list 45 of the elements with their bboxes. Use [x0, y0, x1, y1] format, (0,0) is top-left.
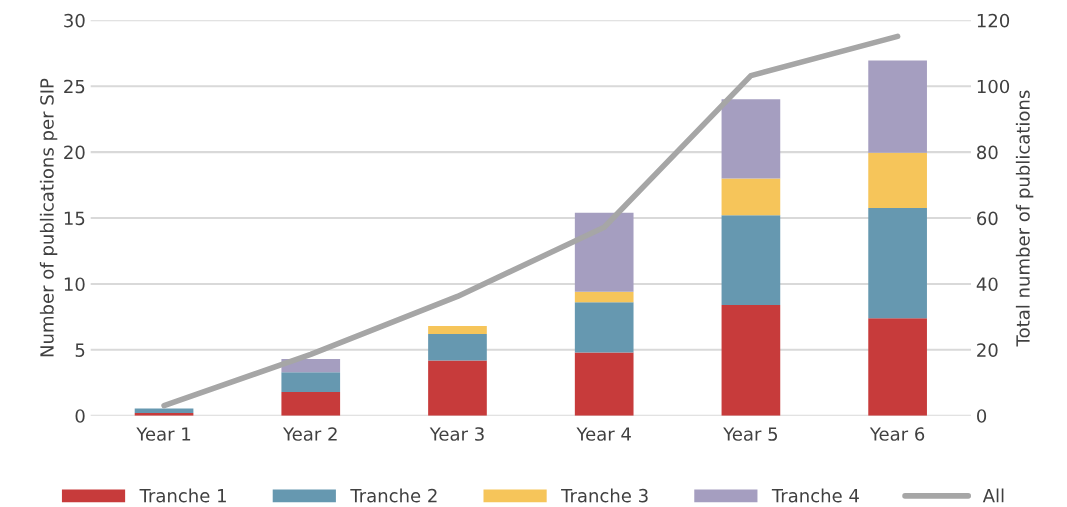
- y-tick-label: 25: [64, 79, 85, 94]
- bar: [428, 326, 487, 335]
- y-tick-label: 5: [75, 343, 85, 357]
- x-tick-label: Year 2: [283, 427, 337, 441]
- legend-label: Tranche 2: [350, 488, 437, 503]
- bar: [721, 305, 781, 416]
- y-tick-label: 30: [64, 13, 85, 28]
- legend-label: Tranche 3: [561, 488, 648, 503]
- x-tick-label: Year 6: [869, 427, 925, 441]
- y2-tick-label: 120: [977, 13, 1010, 28]
- x-tick-label: Year 5: [723, 427, 778, 441]
- y-tick-label: 20: [64, 145, 85, 160]
- bar: [868, 60, 927, 153]
- bar: [428, 334, 487, 361]
- legend-label: Tranche 4: [771, 488, 859, 503]
- bar: [721, 215, 781, 306]
- bar: [574, 291, 634, 303]
- y2-tick-label: 80: [977, 145, 998, 160]
- y-tick-label: 10: [64, 277, 85, 292]
- x-tick-label: Year 4: [576, 427, 631, 441]
- bar: [868, 152, 927, 209]
- x-tick-label: Year 3: [429, 427, 484, 441]
- bar: [721, 99, 781, 179]
- y-tick-label: 0: [75, 409, 85, 423]
- bar: [574, 302, 634, 353]
- y2-tick-label: 40: [976, 277, 998, 292]
- y2-axis-title: Total number of publications: [1015, 90, 1034, 347]
- bar: [868, 208, 927, 319]
- y2-tick-label: 0: [977, 409, 987, 423]
- y-tick-label: 15: [64, 211, 85, 226]
- y-axis-title: Number of publications per SIP: [39, 78, 58, 357]
- y2-tick-label: 20: [977, 343, 998, 357]
- bar: [134, 408, 194, 414]
- bar: [281, 392, 341, 416]
- bar: [574, 212, 634, 292]
- bar: [428, 360, 487, 416]
- bar: [868, 318, 927, 416]
- legend-label: Tranche 1: [139, 488, 226, 503]
- legend-label: All: [982, 488, 1004, 503]
- bar: [281, 372, 341, 393]
- x-tick-label: Year 1: [136, 427, 191, 441]
- y2-tick-label: 60: [977, 211, 998, 226]
- bar: [574, 352, 634, 416]
- y2-tick-label: 100: [977, 79, 1010, 94]
- bar: [721, 178, 781, 216]
